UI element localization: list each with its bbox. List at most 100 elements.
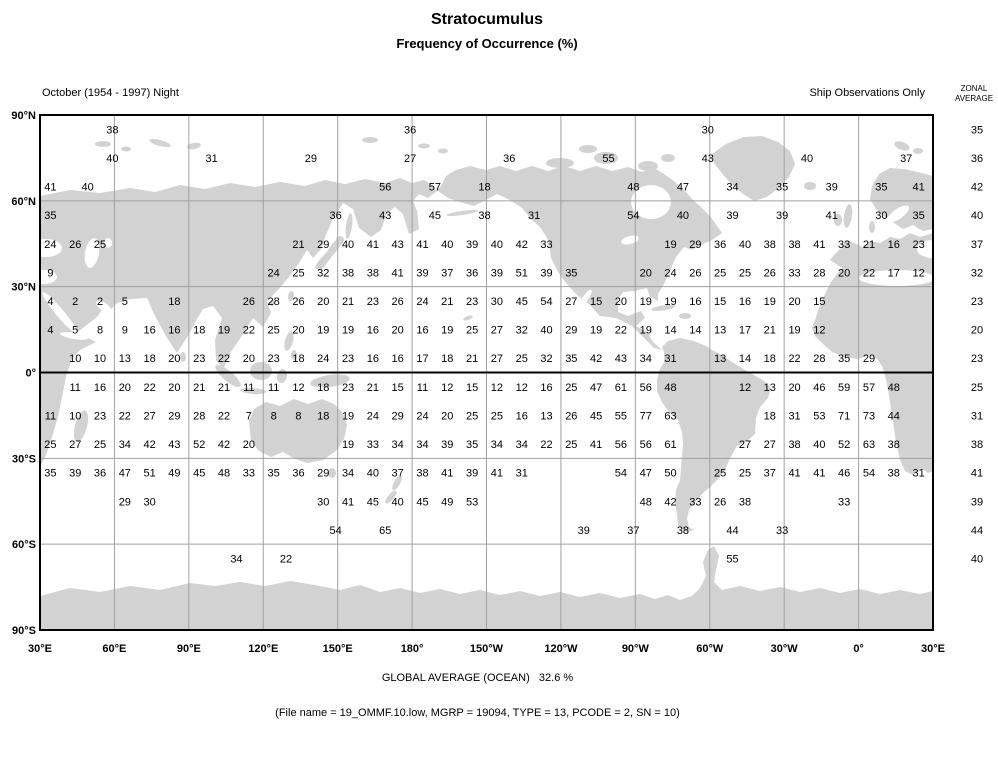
grid-value-5N: 35: [565, 353, 577, 365]
grid-value-15S: 44: [888, 410, 900, 422]
grid-value-35N: 33: [788, 267, 800, 279]
grid-value-5N: 16: [392, 353, 404, 365]
grid-value-85N: 36: [404, 124, 416, 136]
grid-value-15N: 22: [615, 325, 627, 337]
grid-value-65N: 34: [726, 182, 738, 194]
grid-value-45N: 33: [540, 239, 552, 251]
lon-axis-label: 150°E: [323, 643, 353, 655]
grid-value-35S: 36: [292, 468, 304, 480]
grid-value-25S: 20: [243, 439, 255, 451]
lon-axis-label: 60°E: [102, 643, 126, 655]
lon-axis-label: 60°W: [696, 643, 724, 655]
grid-value-55S: 39: [578, 525, 590, 537]
grid-value-35S: 37: [764, 468, 776, 480]
grid-value-25S: 25: [565, 439, 577, 451]
grid-value-25S: 33: [367, 439, 379, 451]
grid-value-25N: 2: [72, 296, 78, 308]
grid-value-5N: 21: [466, 353, 478, 365]
grid-value-15S: 19: [342, 410, 354, 422]
grid-value-5N: 14: [739, 353, 751, 365]
grid-value-55S: 37: [627, 525, 639, 537]
grid-value-25S: 34: [491, 439, 503, 451]
grid-value-25S: 52: [193, 439, 205, 451]
grid-value-5S: 15: [392, 382, 404, 394]
lat-axis-label: 60°N: [11, 196, 36, 208]
island: [291, 350, 297, 360]
grid-value-5N: 10: [69, 353, 81, 365]
source-label: Ship Observations Only: [809, 87, 925, 99]
grid-value-5N: 13: [714, 353, 726, 365]
grid-value-15N: 12: [813, 325, 825, 337]
sea: [578, 289, 592, 309]
island: [180, 352, 186, 362]
lat-axis-label: 90°N: [11, 110, 36, 122]
island: [287, 291, 295, 301]
zonal-average-value: 36: [971, 153, 983, 165]
grid-value-35N: 17: [888, 267, 900, 279]
grid-value-45N: 29: [317, 239, 329, 251]
grid-value-5S: 61: [615, 382, 627, 394]
grid-value-15N: 25: [466, 325, 478, 337]
grid-value-55N: 41: [826, 210, 838, 222]
sea: [859, 270, 933, 286]
grid-value-25S: 40: [813, 439, 825, 451]
island: [594, 152, 618, 164]
grid-value-25S: 38: [888, 439, 900, 451]
island: [250, 362, 272, 380]
grid-value-35S: 38: [416, 468, 428, 480]
grid-value-55N: 35: [44, 210, 56, 222]
grid-value-45S: 45: [416, 496, 428, 508]
grid-value-35N: 12: [912, 267, 924, 279]
grid-value-25S: 63: [863, 439, 875, 451]
grid-value-55S: 44: [726, 525, 738, 537]
grid-value-15N: 19: [788, 325, 800, 337]
island: [149, 138, 171, 148]
grid-value-25N: 15: [590, 296, 602, 308]
grid-value-25N: 4: [47, 296, 53, 308]
grid-value-15N: 14: [664, 325, 676, 337]
grid-value-45N: 19: [664, 239, 676, 251]
island: [345, 213, 353, 239]
grid-value-5S: 11: [243, 382, 254, 394]
grid-value-25S: 25: [94, 439, 106, 451]
grid-value-35N: 39: [540, 267, 552, 279]
grid-value-5S: 21: [367, 382, 379, 394]
landmass: [315, 237, 344, 271]
grid-value-35N: 32: [317, 267, 329, 279]
grid-value-15N: 19: [590, 325, 602, 337]
lat-axis-label: 90°S: [12, 625, 36, 637]
grid-value-55N: 31: [528, 210, 540, 222]
grid-value-5S: 47: [590, 382, 602, 394]
grid-value-15N: 20: [292, 325, 304, 337]
landmass: [40, 178, 437, 467]
grid-value-75N: 55: [602, 153, 614, 165]
island: [269, 300, 275, 306]
grid-value-35S: 39: [69, 468, 81, 480]
lon-axis-label: 150°W: [470, 643, 504, 655]
island: [579, 145, 597, 153]
grid-value-65S: 22: [280, 553, 292, 565]
grid-value-25S: 27: [739, 439, 751, 451]
grid-value-15N: 16: [168, 325, 180, 337]
grid-value-5N: 31: [664, 353, 676, 365]
grid-value-15N: 16: [144, 325, 156, 337]
grid-value-35S: 39: [466, 468, 478, 480]
zonal-average-value: 40: [971, 553, 983, 565]
grid-value-35S: 35: [44, 468, 56, 480]
grid-value-35N: 24: [268, 267, 280, 279]
grid-value-55N: 40: [677, 210, 689, 222]
grid-value-25N: 5: [122, 296, 128, 308]
zonal-average-value: 39: [971, 496, 983, 508]
grid-value-5S: 48: [664, 382, 676, 394]
grid-value-5S: 11: [69, 382, 80, 394]
sea: [886, 205, 910, 223]
zonal-average-value: 25: [971, 382, 983, 394]
grid-value-15S: 55: [615, 410, 627, 422]
grid-value-35N: 39: [491, 267, 503, 279]
island: [661, 154, 675, 162]
grid-value-45N: 40: [491, 239, 503, 251]
grid-value-35N: 25: [714, 267, 726, 279]
island: [328, 468, 336, 478]
lon-axis-label: 90°E: [177, 643, 201, 655]
